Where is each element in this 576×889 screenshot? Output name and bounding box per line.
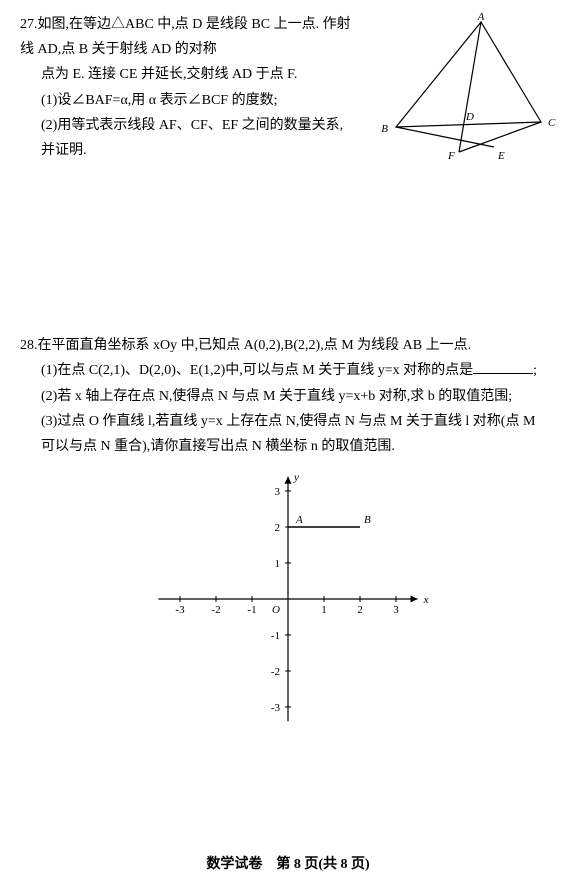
blank-answer bbox=[473, 360, 533, 374]
svg-text:x: x bbox=[423, 594, 429, 606]
page-footer: 数学试卷 第 8 页(共 8 页) bbox=[0, 852, 576, 877]
svg-text:-3: -3 bbox=[175, 604, 185, 616]
svg-text:-2: -2 bbox=[271, 666, 280, 678]
problem-28: 28.在平面直角坐标系 xOy 中,已知点 A(0,2),B(2,2),点 M … bbox=[20, 333, 556, 729]
svg-text:3: 3 bbox=[275, 486, 281, 498]
label-c: C bbox=[548, 117, 556, 129]
svg-text:1: 1 bbox=[275, 558, 281, 570]
problem-28-q2: (2)若 x 轴上存在点 N,使得点 N 与点 M 关于直线 y=x+b 对称,… bbox=[20, 384, 556, 409]
label-b: B bbox=[381, 123, 388, 135]
svg-text:O: O bbox=[272, 604, 280, 616]
label-a: A bbox=[477, 12, 485, 23]
svg-text:-1: -1 bbox=[247, 604, 256, 616]
svg-text:1: 1 bbox=[321, 604, 327, 616]
svg-text:3: 3 bbox=[393, 604, 399, 616]
svg-text:2: 2 bbox=[357, 604, 363, 616]
svg-text:-1: -1 bbox=[271, 630, 280, 642]
label-d: D bbox=[465, 111, 474, 123]
problem-27-number: 27. bbox=[20, 17, 38, 32]
problem-28-number: 28. bbox=[20, 338, 38, 353]
problem-28-q3-l2: 可以与点 N 重合),请你直接写出点 N 横坐标 n 的取值范围. bbox=[20, 434, 556, 459]
figure-triangle: A B C D E F bbox=[366, 12, 556, 162]
svg-text:-3: -3 bbox=[271, 702, 281, 714]
svg-text:B: B bbox=[364, 514, 371, 526]
label-e: E bbox=[497, 150, 505, 162]
problem-28-stem: 28.在平面直角坐标系 xOy 中,已知点 A(0,2),B(2,2),点 M … bbox=[20, 333, 556, 358]
problem-28-q1: (1)在点 C(2,1)、D(2,0)、E(1,2)中,可以与点 M 关于直线 … bbox=[20, 358, 556, 383]
problem-27: A B C D E F 27.如图,在等边△ABC 中,点 D 是线段 BC 上… bbox=[20, 12, 556, 163]
svg-text:A: A bbox=[295, 514, 303, 526]
figure-coordinate: -3 -2 -1 1 2 3 -3 -2 -1 1 2 3 Ox y A B bbox=[138, 469, 438, 729]
label-f: F bbox=[447, 150, 455, 162]
problem-28-q3-l1: (3)过点 O 作直线 l,若直线 y=x 上存在点 N,使得点 N 与点 M … bbox=[20, 409, 556, 434]
svg-text:-2: -2 bbox=[211, 604, 220, 616]
svg-text:y: y bbox=[293, 472, 299, 484]
svg-text:2: 2 bbox=[275, 522, 281, 534]
